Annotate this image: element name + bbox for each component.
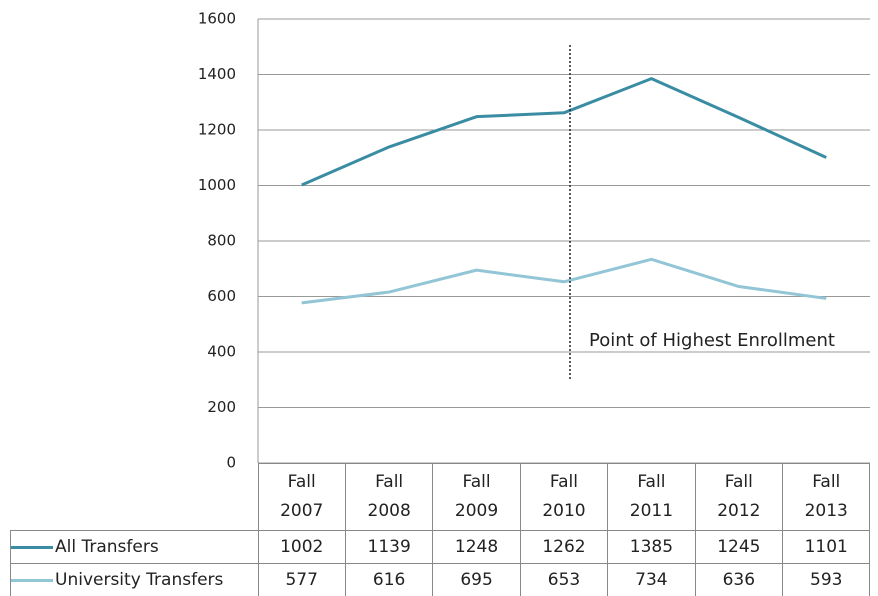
- y-tick-label: 1200: [198, 121, 236, 139]
- category-cell: Fall 2007: [257, 463, 346, 531]
- table-row: University Transfers 577 616 695 653 734 636 59…: [10, 563, 871, 596]
- category-cell: Fall 2013: [782, 463, 871, 531]
- table-value: 695: [432, 563, 521, 596]
- x-tick-label: Fall 2009: [454, 472, 499, 521]
- legend-swatch: [11, 578, 53, 582]
- x-tick-label: Fall 2007: [280, 472, 324, 521]
- y-tick-label: 1000: [198, 176, 236, 194]
- table-value: 1139: [344, 530, 434, 564]
- y-tick-label: 200: [207, 398, 236, 416]
- table-value: 636: [694, 563, 784, 596]
- series-line: [301, 257, 827, 305]
- table-value: 1245: [694, 530, 784, 564]
- table-value: 593: [782, 563, 871, 596]
- table-value: 1248: [432, 530, 521, 564]
- x-tick-label: Fall 2013: [804, 472, 848, 521]
- y-tick-label: 1400: [198, 65, 236, 83]
- table-header-row: Fall 2007 Fall 2008 Fall 2009 Fall 2010 Fall…: [10, 463, 871, 531]
- category-cell: Fall 2009: [432, 463, 521, 531]
- y-tick-label: 0: [226, 454, 236, 472]
- legend-swatch: [11, 545, 53, 549]
- x-tick-label: Fall 2012: [717, 472, 761, 521]
- table-value: 577: [257, 563, 346, 596]
- table-value: 1101: [782, 530, 871, 564]
- x-tick-label: Fall 2008: [367, 472, 411, 521]
- x-tick-label: Fall 2010: [542, 472, 586, 521]
- table-row: All Transfers 1002 1139 1248 1262 1385 1245 110…: [10, 530, 871, 564]
- category-cell: Fall 2008: [344, 463, 434, 531]
- y-tick-label: 800: [207, 232, 236, 250]
- legend-label: All Transfers: [55, 537, 159, 557]
- table-value: 1385: [607, 530, 696, 564]
- y-tick-label: 600: [207, 287, 236, 305]
- x-tick-label: Fall 2011: [629, 472, 674, 521]
- series-line: [301, 77, 827, 187]
- table-value: 653: [519, 563, 609, 596]
- table-value: 1002: [257, 530, 346, 564]
- table-value: 734: [607, 563, 696, 596]
- legend-cell: University Transfers: [10, 563, 259, 596]
- y-tick-label: 400: [207, 343, 236, 361]
- category-cell: Fall 2011: [607, 463, 696, 531]
- annotation: Point of Highest Enrollment: [589, 330, 835, 351]
- y-tick-label: 1600: [198, 10, 236, 28]
- legend-cell: All Transfers: [10, 530, 259, 564]
- table-value: 1262: [519, 530, 609, 564]
- table-corner: [10, 463, 259, 531]
- category-cell: Fall 2010: [519, 463, 609, 531]
- table-value: 616: [344, 563, 434, 596]
- data-table: Fall 2007 Fall 2008 Fall 2009 Fall 2010 Fall…: [10, 463, 871, 596]
- category-cell: Fall 2012: [694, 463, 784, 531]
- legend-label: University Transfers: [55, 570, 224, 590]
